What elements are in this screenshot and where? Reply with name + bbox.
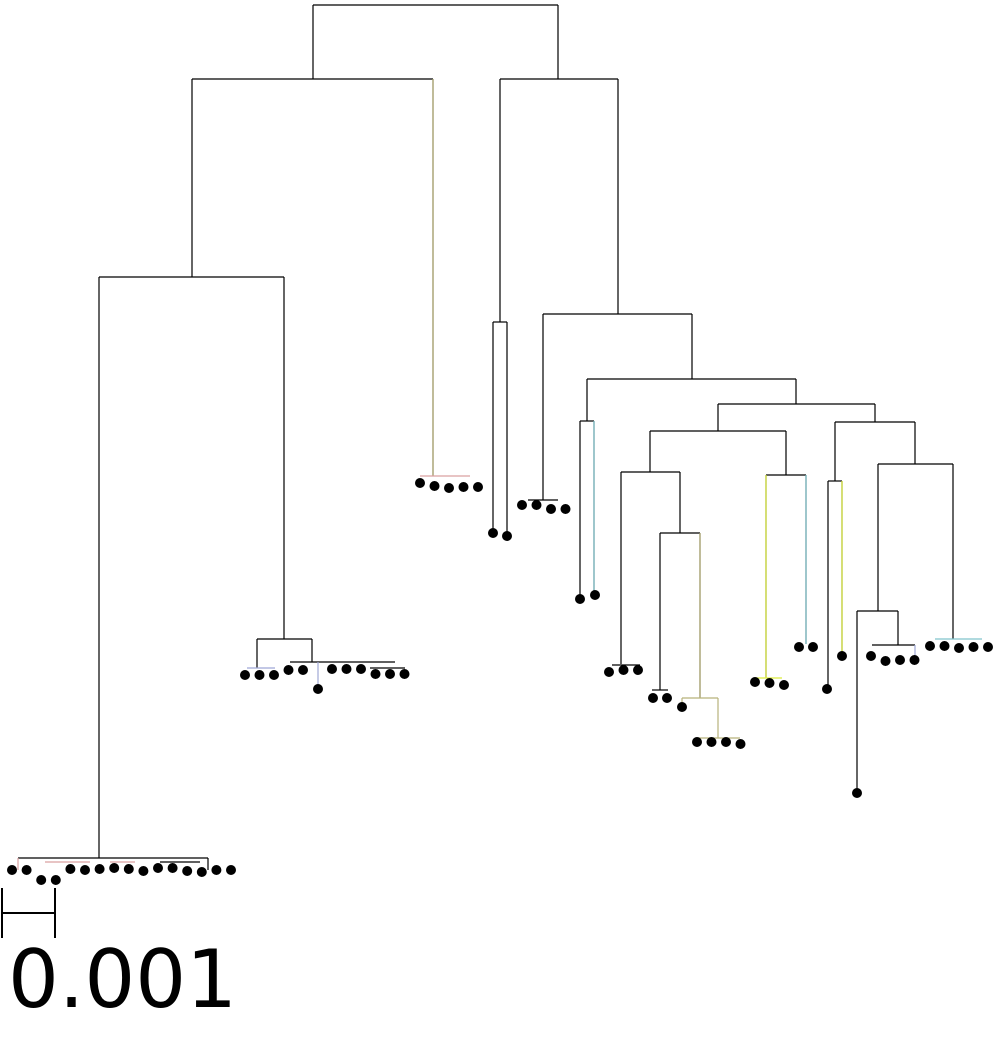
leaf-node-15: [226, 865, 236, 875]
leaf-node-51: [750, 677, 760, 687]
leaf-node-38: [560, 504, 571, 514]
leaf-node-50: [735, 739, 746, 749]
leaf-node-3: [50, 875, 61, 885]
leaf-node-19: [283, 665, 294, 675]
leaf-node-36: [531, 500, 542, 510]
leaf-node-26: [385, 669, 395, 679]
leaf-node-30: [444, 483, 454, 493]
leaf-node-32: [473, 482, 483, 492]
leaf-node-63: [925, 641, 935, 651]
leaf-node-24: [356, 664, 366, 674]
leaf-node-39: [575, 594, 585, 604]
leaf-node-2: [36, 875, 47, 885]
leaf-node-62: [909, 655, 920, 665]
leaf-node-54: [794, 642, 804, 652]
leaf-node-28: [415, 478, 425, 488]
leaf-node-18: [269, 670, 279, 680]
leaf-node-23: [341, 664, 352, 674]
leaf-node-47: [692, 737, 702, 747]
leaf-node-45: [662, 693, 672, 703]
leaf-node-22: [327, 664, 337, 674]
tree-branches: [17, 4, 982, 870]
leaf-node-31: [458, 482, 469, 492]
leaf-node-7: [109, 863, 120, 873]
leaf-node-41: [604, 667, 614, 677]
leaf-node-61: [895, 655, 905, 665]
leaf-node-35: [517, 500, 527, 510]
leaf-node-10: [153, 863, 163, 873]
leaf-node-43: [633, 665, 643, 675]
leaf-node-17: [254, 670, 265, 680]
leaf-node-66: [968, 642, 979, 652]
leaf-node-37: [546, 504, 556, 514]
leaf-node-12: [182, 866, 193, 876]
leaf-node-29: [429, 481, 440, 491]
leaf-node-6: [94, 864, 105, 874]
leaf-node-11: [167, 863, 178, 873]
tree-leaves: [7, 478, 993, 885]
leaf-node-40: [590, 590, 600, 600]
leaf-node-5: [80, 865, 90, 875]
leaf-node-60: [880, 656, 891, 666]
leaf-node-25: [370, 669, 381, 679]
leaf-node-20: [298, 665, 308, 675]
leaf-node-59: [866, 651, 876, 661]
leaf-node-58: [852, 788, 862, 798]
leaf-node-64: [939, 641, 950, 651]
leaf-node-52: [764, 678, 775, 688]
leaf-node-55: [808, 642, 818, 652]
leaf-node-53: [779, 680, 789, 690]
scale-bar: [1, 888, 56, 938]
leaf-node-42: [618, 665, 629, 675]
leaf-node-44: [648, 693, 658, 703]
leaf-node-65: [954, 643, 964, 653]
leaf-node-34: [502, 531, 512, 541]
leaf-node-67: [983, 642, 993, 652]
leaf-node-14: [211, 865, 222, 875]
leaf-node-57: [837, 651, 847, 661]
leaf-node-16: [240, 670, 250, 680]
leaf-node-1: [21, 865, 32, 875]
leaf-node-8: [123, 864, 134, 874]
leaf-node-33: [488, 528, 498, 538]
leaf-node-56: [822, 684, 832, 694]
leaf-node-27: [399, 669, 410, 679]
leaf-node-48: [706, 737, 717, 747]
scale-bar-label: 0.001: [8, 933, 238, 1026]
leaf-node-21: [313, 684, 323, 694]
leaf-node-13: [196, 867, 207, 877]
leaf-node-4: [65, 864, 76, 874]
leaf-node-46: [677, 702, 687, 712]
leaf-node-9: [138, 866, 149, 876]
leaf-node-0: [7, 865, 17, 875]
leaf-node-49: [721, 737, 731, 747]
